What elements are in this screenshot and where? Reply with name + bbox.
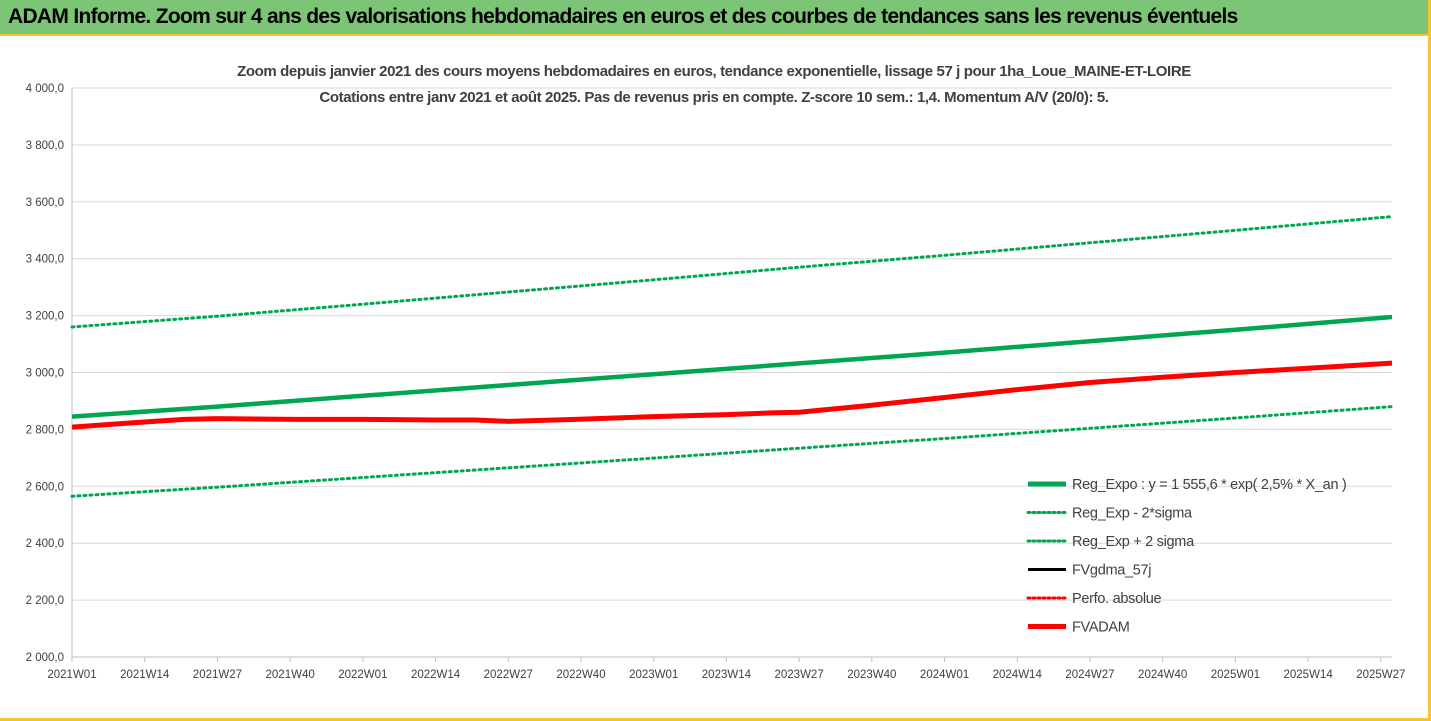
chart-title-line2: Cotations entre janv 2021 et août 2025. … — [319, 89, 1108, 106]
y-tick-label: 4 000,0 — [26, 83, 64, 95]
legend-label: Reg_Exp - 2*sigma — [1072, 506, 1193, 522]
legend-label: FVADAM — [1072, 620, 1130, 636]
x-tick-label: 2021W40 — [266, 669, 315, 681]
gridlines — [72, 87, 1392, 658]
legend-label: Reg_Expo : y = 1 555,6 * exp( 2,5% * X_a… — [1072, 477, 1346, 493]
y-tick-label: 2 000,0 — [26, 652, 64, 664]
x-tick-label: 2022W01 — [338, 669, 387, 681]
y-tick-label: 3 000,0 — [26, 368, 64, 380]
x-tick-label: 2021W27 — [193, 669, 242, 681]
y-tick-label: 2 200,0 — [26, 595, 64, 607]
y-tick-label: 2 800,0 — [26, 424, 64, 436]
series-line-high — [70, 215, 1394, 329]
x-tick-label: 2024W40 — [1138, 669, 1187, 681]
x-tick-label: 2023W01 — [629, 669, 678, 681]
legend-label: Perfo. absolue — [1072, 591, 1162, 607]
x-tick-label: 2021W14 — [120, 669, 170, 681]
x-tick-label: 2023W27 — [775, 669, 824, 681]
y-tick-label: 2 600,0 — [26, 481, 64, 493]
series-line-low — [70, 405, 1394, 498]
x-tick-label: 2023W40 — [847, 669, 896, 681]
x-tick-label: 2022W14 — [411, 669, 461, 681]
x-tick-label: 2025W01 — [1211, 669, 1260, 681]
report-header: ADAM Informe. Zoom sur 4 ans des valoris… — [0, 0, 1428, 36]
y-tick-label: 3 200,0 — [26, 311, 64, 323]
legend-label: FVgdma_57j — [1072, 563, 1151, 579]
series-line-reg — [71, 314, 1393, 419]
x-tick-label: 2023W14 — [702, 669, 752, 681]
legend: Reg_Expo : y = 1 555,6 * exp( 2,5% * X_a… — [1026, 477, 1347, 636]
x-axis: 2021W01 2021W14 2021W27 2021W40 2022W01 2022W… — [47, 657, 1405, 681]
x-tick-label: 2024W01 — [920, 669, 969, 681]
line-chart: Zoom depuis janvier 2021 des cours moyen… — [0, 36, 1428, 718]
y-axis: 2 000,0 2 200,0 2 400,0 2 600,0 2 800,0 3 000… — [26, 83, 1392, 664]
x-tick-label: 2025W27 — [1356, 669, 1405, 681]
chart-background — [0, 36, 1428, 718]
series-lines — [70, 215, 1394, 498]
y-tick-label: 2 400,0 — [26, 538, 64, 550]
x-tick-label: 2024W14 — [993, 669, 1043, 681]
x-tick-label: 2025W14 — [1283, 669, 1333, 681]
x-tick-label: 2021W01 — [47, 669, 96, 681]
y-tick-label: 3 600,0 — [26, 197, 64, 209]
y-tick-label: 3 800,0 — [26, 140, 64, 152]
series-line-fvadam — [71, 360, 1393, 430]
chart-title-line1: Zoom depuis janvier 2021 des cours moyen… — [237, 63, 1191, 80]
x-tick-label: 2024W27 — [1065, 669, 1114, 681]
x-tick-label: 2022W27 — [484, 669, 533, 681]
legend-label: Reg_Exp + 2 sigma — [1072, 534, 1195, 550]
report-title: ADAM Informe. Zoom sur 4 ans des valoris… — [8, 5, 1238, 28]
x-tick-label: 2022W40 — [556, 669, 605, 681]
y-tick-label: 3 400,0 — [26, 254, 64, 266]
